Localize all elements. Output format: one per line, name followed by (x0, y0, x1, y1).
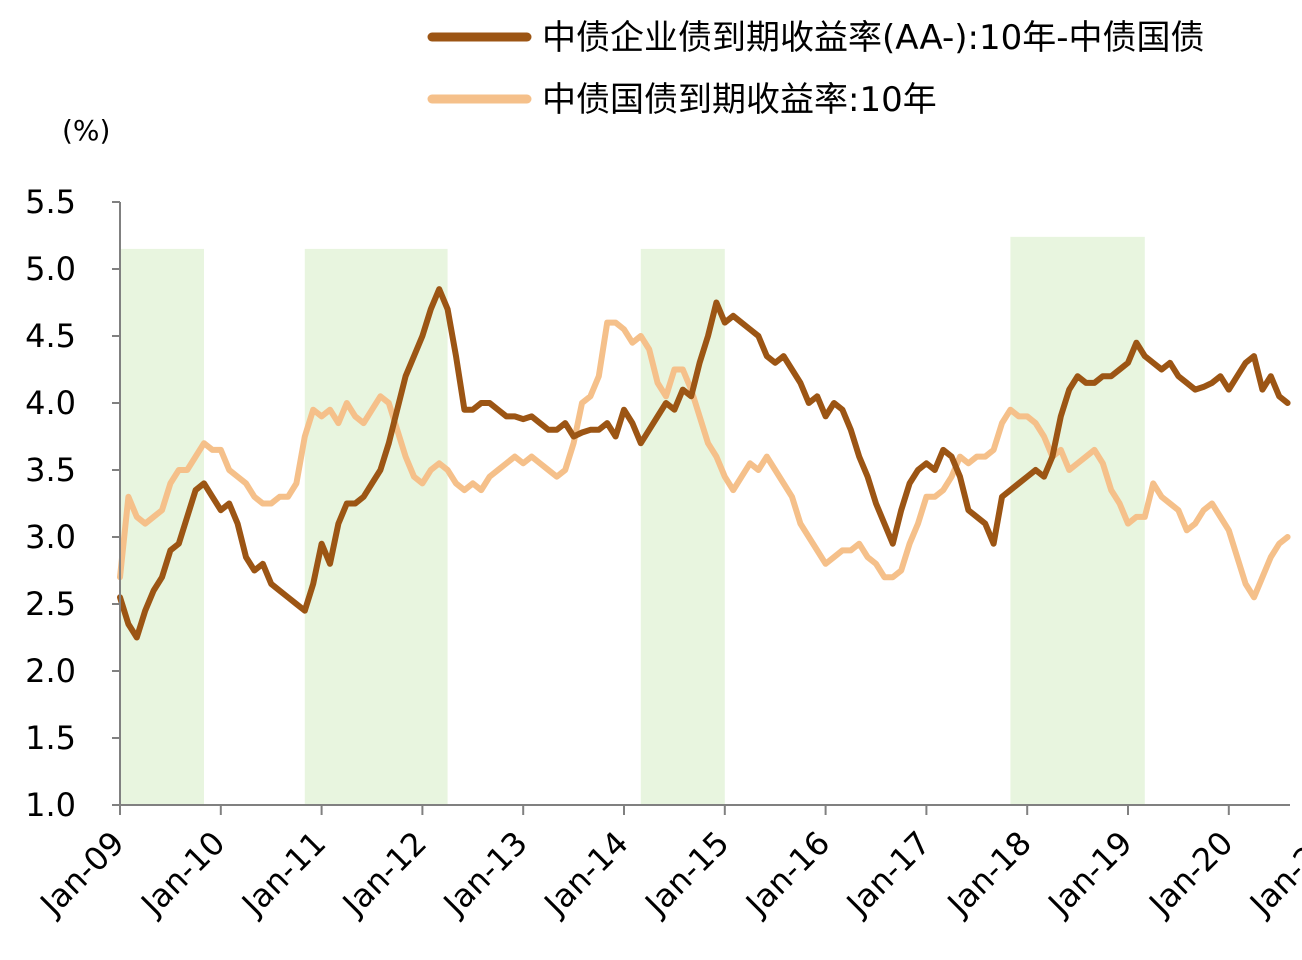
y-tick-label: 2.0 (25, 652, 76, 690)
x-tick-label: Jan-15 (636, 824, 736, 924)
y-tick-label: 4.0 (25, 384, 76, 422)
x-tick-label: Jan-11 (233, 824, 333, 924)
y-tick-label: 1.5 (25, 719, 76, 757)
series-line-0 (117, 286, 1291, 641)
legend-label-treasury: 中债国债到期收益率:10年 (542, 80, 937, 120)
legend: 中债企业债到期收益率(AA-):10年-中债国债 中债国债到期收益率:10年 (427, 18, 1205, 120)
series-line-1 (117, 319, 1291, 601)
axes (119, 202, 1290, 806)
x-ticks: Jan-09 Jan-10 Jan-11 Jan-12 Jan-13 Jan-14 Jan-… (32, 805, 1302, 924)
x-tick-label: Jan-19 (1040, 824, 1140, 924)
shaded-periods (120, 236, 1145, 806)
y-tick-label: 4.5 (25, 317, 76, 355)
y-tick-label: 2.5 (25, 585, 76, 623)
x-tick-label: Jan-16 (737, 824, 837, 924)
x-tick-label: Jan-12 (334, 824, 434, 924)
y-tick-label: 3.0 (25, 518, 76, 556)
y-ticks: 5.5 5.0 4.5 4.0 3.5 3.0 2.5 2.0 1.5 1.0 (25, 183, 120, 824)
x-tick-label: Jan-20 (1140, 824, 1240, 924)
x-tick-label: Jan-14 (536, 824, 636, 924)
x-tick-label: Jan-09 (32, 824, 132, 924)
x-tick-label: Jan-17 (838, 824, 938, 924)
legend-label-corporate: 中债企业债到期收益率(AA-):10年-中债国债 (542, 18, 1205, 58)
x-tick-label: Jan-18 (939, 824, 1039, 924)
y-tick-label: 5.0 (25, 250, 76, 288)
x-tick-label: Jan-21 (1241, 824, 1302, 924)
shaded-period-0 (120, 248, 204, 805)
shaded-period-3 (1010, 236, 1145, 806)
y-tick-label: 5.5 (25, 183, 76, 221)
shaded-period-2 (640, 248, 725, 805)
x-tick-label: Jan-13 (435, 824, 535, 924)
shaded-period-1 (304, 248, 448, 805)
x-tick-label: Jan-10 (132, 824, 232, 924)
series-lines (117, 286, 1291, 641)
y-tick-label: 1.0 (25, 786, 76, 824)
unit-label: (%) (62, 114, 110, 147)
y-tick-label: 3.5 (25, 451, 76, 489)
